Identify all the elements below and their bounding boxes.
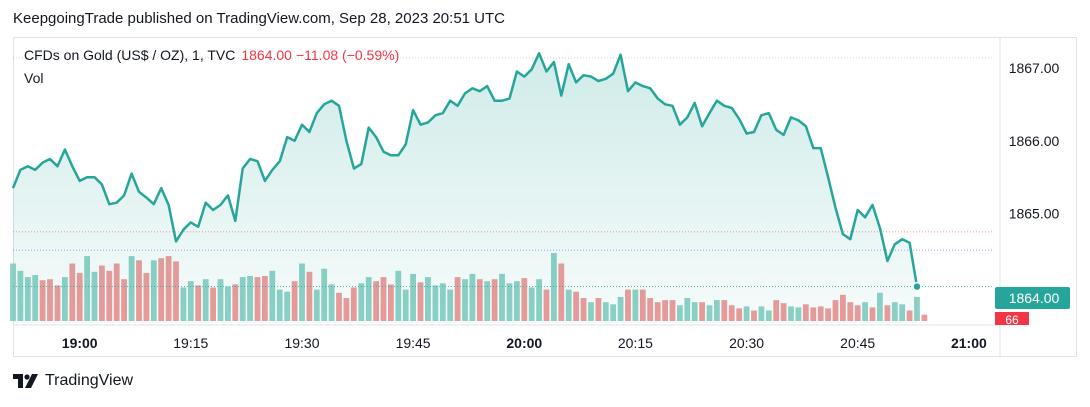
time-axis[interactable]: 19:00 19:15 19:30 19:45 20:00 20:15 20:30 20:45… xyxy=(62,335,987,351)
x-tick-label: 20:00 xyxy=(506,335,542,351)
last-volume-badge-text: 66 xyxy=(1005,313,1019,327)
price-area-fill xyxy=(13,53,917,324)
price-axis[interactable]: 1865.00 1866.00 1867.00 xyxy=(1009,60,1060,222)
last-price-badge: 1864.00 xyxy=(995,287,1070,309)
last-price-label: 1864.00 xyxy=(241,47,292,63)
y-tick-label: 1865.00 xyxy=(1009,206,1060,222)
x-tick-label: 19:15 xyxy=(173,335,208,351)
tradingview-logo-icon xyxy=(13,374,38,388)
price-line xyxy=(11,52,919,287)
publisher-line: KeepgoingTrade published on TradingView.… xyxy=(13,10,505,27)
last-price-badge-text: 1864.00 xyxy=(1009,290,1060,306)
tradingview-footer[interactable]: TradingView xyxy=(13,372,133,390)
x-tick-label: 21:00 xyxy=(951,335,987,351)
tradingview-brand-name: TradingView xyxy=(45,372,134,389)
last-volume-badge: 66 xyxy=(995,312,1029,327)
x-tick-label: 19:30 xyxy=(284,335,319,351)
price-change-label: −11.08 (−0.59%) xyxy=(295,47,400,63)
y-tick-label: 1866.00 xyxy=(1009,133,1060,149)
x-tick-label: 19:45 xyxy=(396,335,431,351)
x-tick-label: 20:30 xyxy=(729,335,764,351)
volume-bar xyxy=(921,314,928,321)
x-tick-label: 20:15 xyxy=(618,335,653,351)
x-tick-label: 20:45 xyxy=(840,335,875,351)
symbol-label: CFDs on Gold (US$ / OZ), 1, TVC xyxy=(24,47,236,63)
chart-legend[interactable]: CFDs on Gold (US$ / OZ), 1, TVC 1864.00 −1… xyxy=(24,47,399,63)
y-tick-label: 1867.00 xyxy=(1009,60,1060,76)
x-tick-label: 19:00 xyxy=(62,335,98,351)
last-price-dot xyxy=(912,281,922,292)
volume-label: Vol xyxy=(24,70,44,86)
